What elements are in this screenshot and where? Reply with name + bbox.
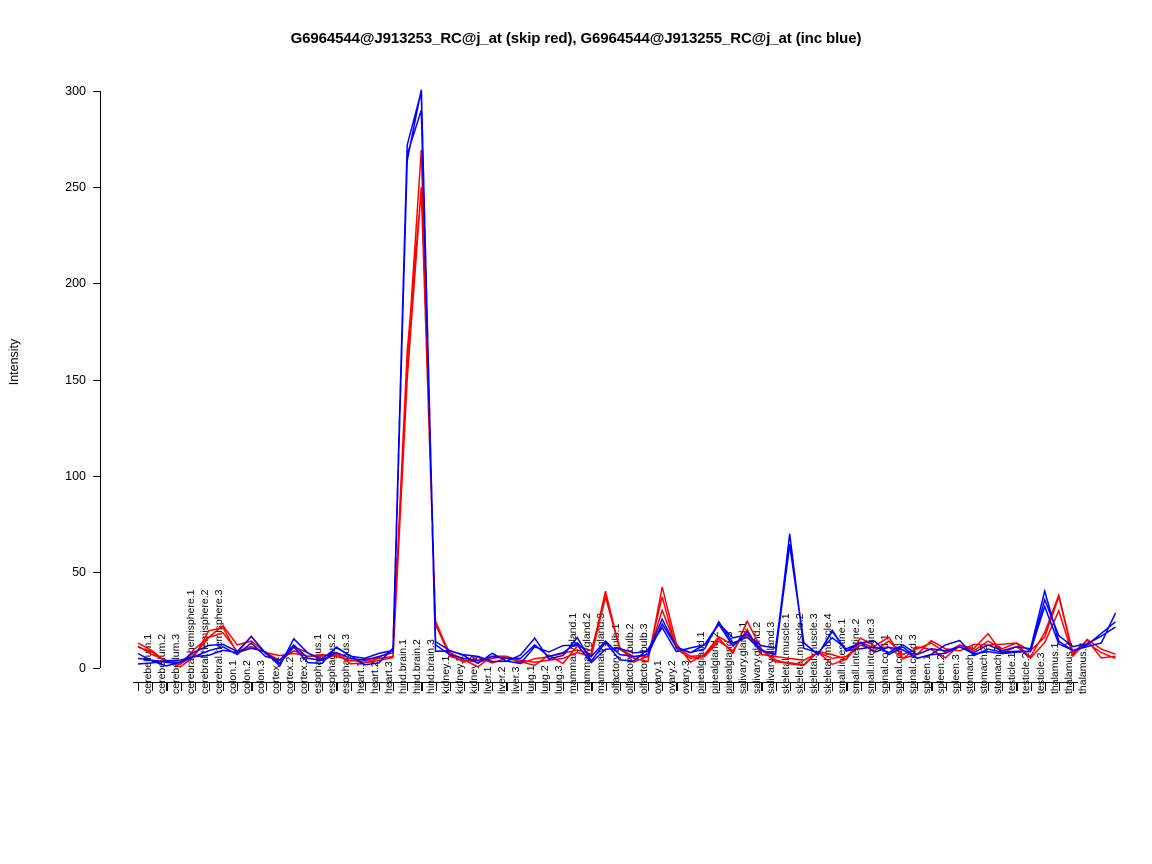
y-tick-label-150: 150 [65, 372, 86, 387]
x-tick-mark [350, 683, 352, 691]
chart-title: G6964544@J913253_RC@j_at (skip red), G69… [290, 30, 862, 47]
x-tick-mark [308, 683, 310, 691]
x-tick-mark [775, 683, 777, 691]
y-tick-label-0: 0 [79, 661, 86, 675]
x-tick-mark [704, 683, 706, 691]
x-tick-mark [563, 683, 565, 691]
x-tick-mark [917, 683, 919, 691]
x-tick-mark [251, 683, 253, 691]
x-tick-mark [874, 683, 876, 691]
x-tick-mark [690, 683, 692, 691]
y-tick-label-50: 50 [72, 564, 86, 579]
y-tick-label-100: 100 [65, 468, 86, 483]
x-tick-mark [152, 683, 154, 691]
x-tick-mark [194, 683, 196, 691]
x-tick-mark [265, 683, 267, 691]
x-tick-mark [1030, 683, 1032, 691]
x-tick-mark [860, 683, 862, 691]
y-tick-mark [93, 283, 100, 285]
x-tick-mark [534, 683, 536, 691]
x-tick-mark [237, 683, 239, 691]
x-tick-mark [336, 683, 338, 691]
x-tick-mark [832, 683, 834, 691]
x-tick-mark [208, 683, 211, 691]
y-tick-mark [93, 571, 100, 573]
y-tick-mark [93, 475, 100, 477]
y-tick-label-250: 250 [65, 180, 86, 195]
x-tick-mark [648, 683, 650, 691]
x-tick-mark [577, 683, 579, 691]
x-tick-mark [180, 683, 182, 691]
x-tick-mark [605, 683, 607, 691]
x-tick-mark [506, 683, 508, 691]
x-tick-mark [520, 683, 522, 691]
x-tick-mark [463, 683, 466, 691]
x-tick-mark [435, 683, 437, 691]
series-line-blue [137, 91, 1117, 668]
x-tick-mark [803, 683, 806, 691]
x-tick-mark [393, 683, 395, 691]
x-tick-mark [1058, 683, 1061, 691]
series-line-blue [137, 89, 1116, 667]
x-tick-mark [662, 683, 664, 691]
x-tick-mark [591, 683, 593, 691]
x-tick-mark [931, 683, 933, 691]
y-tick-label-300: 300 [65, 84, 86, 98]
x-tick-mark [1002, 683, 1004, 691]
x-tick-mark [548, 683, 551, 691]
series-line-red [137, 189, 1116, 668]
x-axis-line [133, 682, 1078, 684]
x-tick-mark [945, 683, 947, 691]
x-tick-mark [1044, 683, 1046, 691]
series-line-red [137, 149, 1116, 668]
x-tick-mark [761, 683, 763, 691]
x-tick-mark [279, 683, 281, 691]
x-tick-mark [619, 683, 621, 691]
x-tick-mark [449, 683, 451, 691]
y-tick-mark [93, 379, 100, 381]
y-tick-label-200: 200 [65, 276, 86, 291]
x-tick-mark [293, 683, 296, 691]
x-tick-mark [138, 683, 140, 691]
x-tick-mark [407, 683, 409, 691]
x-tick-mark [733, 683, 735, 691]
series-line-blue [137, 109, 1116, 663]
x-tick-mark [888, 683, 891, 691]
x-tick-mark [747, 683, 749, 691]
series-line-red [137, 187, 1116, 665]
x-tick-mark [364, 683, 366, 691]
x-tick-mark [633, 683, 636, 691]
x-tick-mark [959, 683, 961, 691]
x-tick-mark [818, 683, 820, 691]
x-tick-mark [223, 683, 225, 691]
x-tick-mark [973, 683, 976, 691]
x-tick-mark [846, 683, 848, 691]
x-tick-mark [492, 683, 494, 691]
x-tick-mark [988, 683, 990, 691]
y-axis-line [100, 91, 102, 668]
x-tick-mark [421, 683, 423, 691]
x-tick-mark [478, 683, 480, 691]
x-tick-mark [1016, 683, 1018, 691]
x-tick-mark [789, 683, 791, 691]
x-tick-mark [322, 683, 324, 691]
x-tick-mark [378, 683, 381, 691]
x-tick-mark [166, 683, 168, 691]
x-tick-mark [718, 683, 721, 691]
y-tick-mark [93, 668, 100, 669]
y-tick-mark [93, 91, 100, 92]
x-tick-mark [903, 683, 905, 691]
y-tick-mark [93, 187, 100, 189]
x-tick-mark [1073, 683, 1075, 691]
x-tick-mark [676, 683, 678, 691]
